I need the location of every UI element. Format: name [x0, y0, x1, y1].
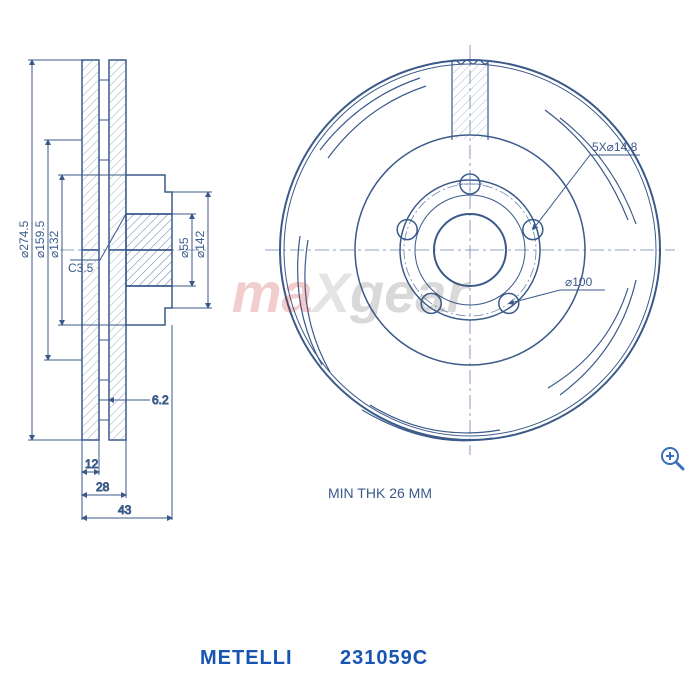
front-view: 5X⌀14.8 ⌀100	[265, 45, 675, 455]
hub-step-label: ⌀132	[47, 230, 61, 258]
pilot-label: ⌀142	[193, 230, 207, 258]
hub-outer-label: ⌀159.5	[33, 220, 47, 258]
total-w-label: 28	[96, 480, 110, 494]
drawing-svg: 5X⌀14.8 ⌀100	[0, 0, 700, 560]
brand-label: METELLI	[200, 647, 293, 670]
outer-dia-label: ⌀274.5	[17, 220, 31, 258]
offset-label: 43	[118, 503, 132, 517]
chamfer-label: C3.5	[68, 261, 94, 275]
pcd-label: ⌀100	[565, 275, 593, 289]
vent-gap-label: 6.2	[152, 393, 169, 407]
inner-w-label: 12	[85, 457, 99, 471]
technical-drawing: 5X⌀14.8 ⌀100	[0, 0, 700, 560]
min-thk-note: MIN THK 26 MM	[328, 485, 432, 501]
footer: METELLI 231059C	[0, 620, 700, 700]
bore-label: ⌀55	[177, 237, 191, 258]
part-number: 231059C	[340, 647, 428, 670]
zoom-icon[interactable]	[658, 444, 686, 472]
bolt-pattern-label: 5X⌀14.8	[592, 140, 638, 154]
side-view: C3.5 ⌀274.5 ⌀159.5 ⌀132 ⌀55 ⌀142	[17, 60, 212, 520]
